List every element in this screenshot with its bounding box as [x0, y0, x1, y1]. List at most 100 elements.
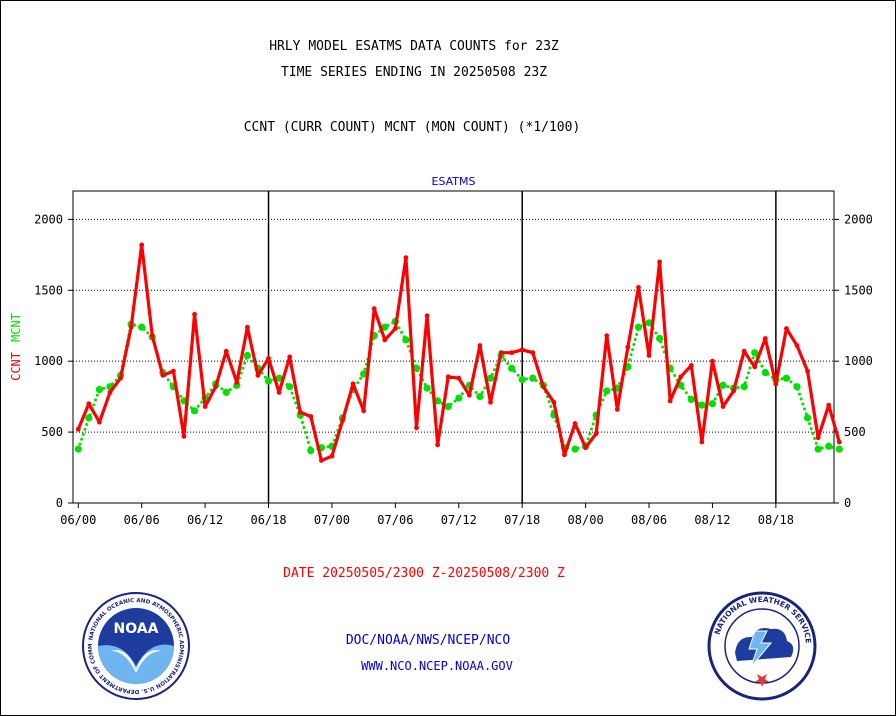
- point-ccnt: [202, 404, 208, 409]
- point-ccnt: [731, 388, 736, 394]
- point-ccnt: [667, 398, 673, 404]
- point-ccnt: [97, 419, 102, 425]
- point-ccnt: [593, 431, 599, 436]
- point-ccnt: [710, 358, 715, 364]
- point-ccnt: [562, 452, 567, 458]
- point-mcnt: [761, 368, 769, 377]
- point-ccnt: [773, 381, 779, 387]
- point-mcnt: [518, 376, 526, 384]
- point-mcnt: [698, 401, 706, 409]
- point-mcnt: [275, 374, 283, 382]
- y-tick-label-left: 1500: [34, 283, 63, 297]
- footer-website-link[interactable]: WWW.NCO.NCEP.NOAA.GOV: [361, 659, 513, 673]
- point-mcnt: [486, 374, 495, 382]
- point-mcnt: [360, 370, 368, 378]
- point-mcnt: [444, 402, 452, 411]
- point-ccnt: [688, 363, 694, 368]
- point-ccnt: [192, 311, 197, 317]
- y-tick-label-right: 1500: [844, 283, 873, 297]
- point-mcnt: [455, 394, 463, 402]
- point-ccnt: [805, 368, 810, 374]
- point-mcnt: [434, 397, 442, 405]
- x-tick-label: 06/00: [60, 513, 96, 527]
- point-mcnt: [85, 414, 93, 422]
- point-mcnt: [835, 445, 843, 453]
- point-ccnt: [741, 348, 747, 354]
- point-ccnt: [583, 445, 589, 451]
- point-ccnt: [414, 425, 419, 431]
- point-mcnt: [412, 364, 421, 372]
- point-mcnt: [814, 445, 822, 453]
- point-mcnt: [190, 407, 199, 415]
- point-ccnt: [572, 421, 578, 426]
- point-ccnt: [540, 384, 546, 390]
- series-line-ccnt: [76, 243, 841, 463]
- panel-label: ESATMS: [432, 175, 476, 188]
- point-ccnt: [318, 458, 324, 463]
- point-mcnt: [243, 351, 251, 360]
- x-tick-label: 08/00: [568, 513, 604, 527]
- y-label-ccnt: CCNT: [9, 352, 23, 381]
- x-tick-label: 07/06: [377, 513, 413, 527]
- footer-org-line: DOC/NOAA/NWS/NCEP/NCO: [345, 633, 511, 648]
- x-tick-label: 07/12: [441, 513, 477, 527]
- point-mcnt: [307, 446, 315, 455]
- point-mcnt: [634, 323, 643, 331]
- point-ccnt: [255, 372, 261, 378]
- point-ccnt: [551, 399, 557, 405]
- point-ccnt: [699, 439, 705, 445]
- point-mcnt: [740, 383, 748, 391]
- point-ccnt: [392, 326, 398, 331]
- point-mcnt: [264, 377, 273, 385]
- point-ccnt: [382, 337, 388, 343]
- chart-subtitle: CCNT (CURR COUNT) MCNT (MON COUNT) (*1/1…: [243, 120, 581, 135]
- date-range-label: DATE 20250505/2300 Z-20250508/2300 Z: [283, 566, 565, 581]
- point-ccnt: [836, 439, 842, 445]
- point-mcnt: [719, 381, 727, 389]
- y-label-mcnt: MCNT: [9, 313, 23, 342]
- point-mcnt: [571, 445, 579, 453]
- point-mcnt: [782, 374, 791, 382]
- point-ccnt: [604, 333, 610, 339]
- point-ccnt: [445, 374, 451, 380]
- series-group: [74, 242, 843, 463]
- point-ccnt: [361, 408, 367, 414]
- point-ccnt: [86, 401, 92, 407]
- point-mcnt: [476, 393, 484, 401]
- point-mcnt: [423, 384, 431, 392]
- x-tick-label: 07/00: [314, 513, 350, 527]
- point-ccnt: [477, 343, 483, 348]
- x-tick-label: 07/18: [504, 513, 540, 527]
- x-tick-label: 08/06: [631, 513, 667, 527]
- point-ccnt: [646, 353, 652, 358]
- point-ccnt: [160, 372, 166, 378]
- point-mcnt: [529, 374, 537, 382]
- point-mcnt: [793, 383, 801, 391]
- point-mcnt: [508, 364, 516, 372]
- point-mcnt: [687, 395, 695, 404]
- point-ccnt: [75, 426, 81, 432]
- point-mcnt: [656, 334, 664, 343]
- point-ccnt: [107, 389, 113, 395]
- chart-title-line2: TIME SERIES ENDING IN 20250508 23Z: [280, 65, 548, 80]
- point-mcnt: [138, 323, 146, 331]
- point-ccnt: [720, 404, 726, 409]
- x-tick-label: 06/18: [250, 513, 286, 527]
- point-ccnt: [149, 333, 155, 339]
- nws-logo: NATIONAL WEATHER SERVICE: [707, 591, 817, 701]
- y-tick-label-right: 2000: [844, 212, 873, 226]
- x-tick-label: 08/12: [694, 513, 730, 527]
- point-ccnt: [678, 374, 684, 380]
- point-ccnt: [794, 343, 800, 348]
- point-ccnt: [244, 324, 250, 330]
- x-tick-label: 08/18: [758, 513, 794, 527]
- point-mcnt: [74, 445, 82, 453]
- point-ccnt: [234, 380, 240, 385]
- point-ccnt: [287, 354, 293, 360]
- point-mcnt: [286, 383, 294, 391]
- point-ccnt: [784, 326, 789, 331]
- point-ccnt: [509, 350, 515, 356]
- point-ccnt: [350, 381, 356, 387]
